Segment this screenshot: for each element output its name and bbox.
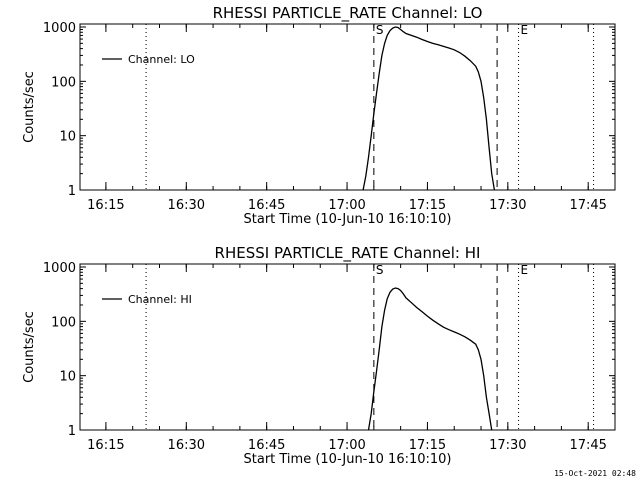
x-tick-label: 16:45 — [248, 198, 285, 213]
x-tick-label: 17:00 — [328, 198, 365, 213]
x-tick-label: 16:30 — [168, 438, 205, 453]
series-line — [367, 287, 493, 431]
x-tick-label: 17:15 — [409, 198, 446, 213]
x-tick-label: 17:45 — [569, 198, 606, 213]
marker-label-s: S — [376, 23, 384, 37]
y-tick-label: 1000 — [43, 261, 76, 276]
x-tick-label: 17:00 — [328, 438, 365, 453]
x-tick-label: 16:30 — [168, 198, 205, 213]
plot-frame — [79, 263, 616, 431]
x-tick-label: 16:15 — [87, 438, 124, 453]
y-tick-label: 100 — [51, 315, 76, 330]
plot-frame — [79, 23, 616, 191]
legend-label: Channel: LO — [128, 53, 195, 66]
panel-title: RHESSI PARTICLE_RATE Channel: HI — [215, 244, 481, 263]
legend-label: Channel: HI — [128, 293, 192, 306]
y-tick-label: 10 — [59, 370, 76, 385]
marker-label-e: E — [521, 263, 529, 277]
y-tick-label: 100 — [51, 75, 76, 90]
y-tick-label: 10 — [59, 130, 76, 145]
x-axis-label: Start Time (10-Jun-10 16:10:10) — [244, 212, 452, 227]
footer-timestamp: 15-Oct-2021 02:48 — [554, 469, 636, 478]
y-tick-label: 1000 — [43, 21, 76, 36]
marker-label-e: E — [521, 23, 529, 37]
x-tick-label: 16:15 — [87, 198, 124, 213]
y-tick-label: 1 — [68, 184, 76, 199]
x-tick-label: 17:30 — [489, 198, 526, 213]
marker-label-s: S — [376, 263, 384, 277]
x-tick-label: 17:15 — [409, 438, 446, 453]
y-axis-label: Counts/sec — [22, 311, 37, 383]
x-axis-label: Start Time (10-Jun-10 16:10:10) — [244, 452, 452, 467]
y-tick-label: 1 — [68, 424, 76, 439]
series-line — [362, 26, 496, 191]
panel-title: RHESSI PARTICLE_RATE Channel: LO — [213, 4, 483, 23]
y-axis-label: Counts/sec — [22, 71, 37, 143]
x-tick-label: 17:45 — [569, 438, 606, 453]
x-tick-label: 16:45 — [248, 438, 285, 453]
x-tick-label: 17:30 — [489, 438, 526, 453]
